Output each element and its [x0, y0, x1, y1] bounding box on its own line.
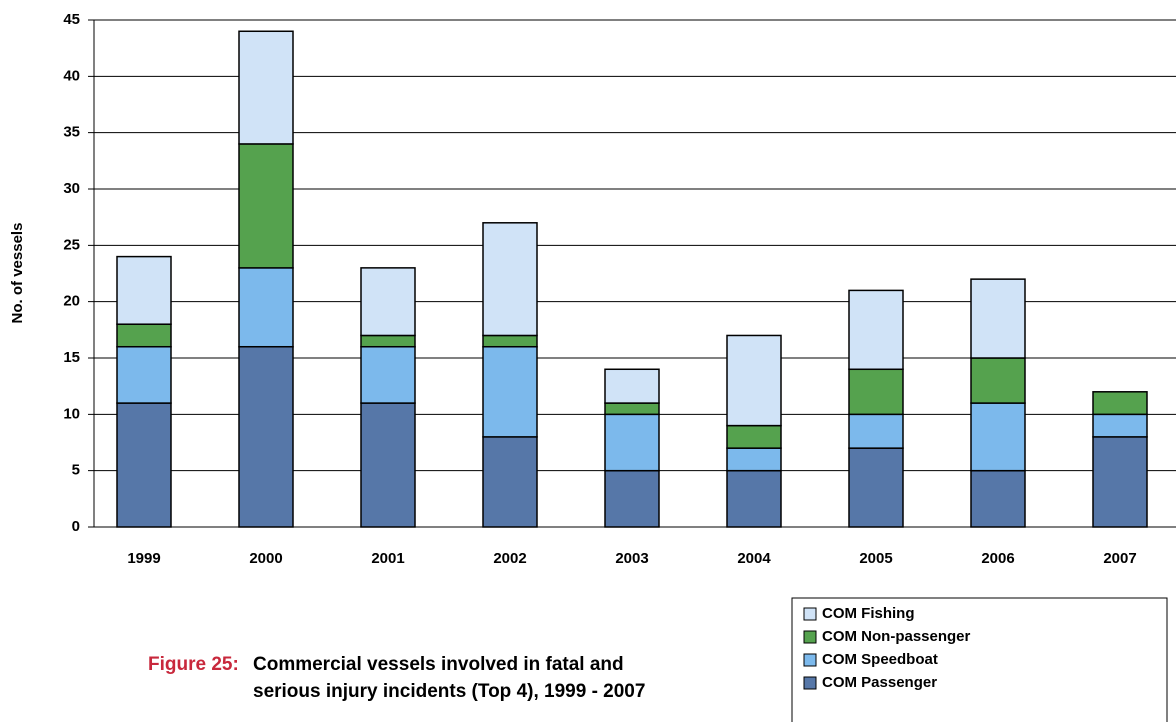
- bar-segment: [116, 323, 172, 348]
- y-tick-label: 25: [63, 236, 80, 253]
- legend-swatch: [803, 653, 817, 667]
- x-tick-label: 2003: [615, 550, 648, 567]
- y-tick-label: 0: [72, 518, 80, 535]
- x-tick-label: 2000: [249, 550, 282, 567]
- bar-segment: [970, 402, 1026, 472]
- bar-segment: [970, 357, 1026, 404]
- x-tick-label: 2007: [1103, 550, 1136, 567]
- bar-segment: [238, 345, 294, 528]
- bar-segment: [360, 402, 416, 528]
- bar-segment: [848, 289, 904, 371]
- bar-segment: [360, 334, 416, 348]
- bar-segment: [482, 345, 538, 438]
- bar-segment: [726, 469, 782, 528]
- bar-segment: [1092, 436, 1148, 528]
- caption-line: serious injury incidents (Top 4), 1999 -…: [253, 681, 645, 702]
- x-tick-label: 2004: [737, 550, 771, 567]
- y-axis-label: No. of vessels: [9, 223, 26, 324]
- bar-segment: [360, 345, 416, 404]
- legend-label: COM Speedboat: [822, 651, 938, 668]
- bar-segment: [1092, 413, 1148, 438]
- bar-segment: [604, 469, 660, 528]
- x-tick-label: 2002: [493, 550, 526, 567]
- legend-swatch: [803, 607, 817, 621]
- bar-segment: [604, 402, 660, 416]
- bar-segment: [238, 30, 294, 145]
- y-tick-label: 35: [63, 124, 80, 141]
- bar-segment: [726, 424, 782, 449]
- bar-segment: [970, 278, 1026, 359]
- bar-segment: [604, 413, 660, 472]
- legend-swatch: [803, 676, 817, 690]
- bar-segment: [482, 222, 538, 337]
- bar-segment: [360, 267, 416, 337]
- legend-label: COM Non-passenger: [822, 628, 971, 645]
- y-tick-label: 30: [63, 180, 80, 197]
- bar-segment: [970, 469, 1026, 528]
- y-tick-label: 20: [63, 293, 80, 310]
- legend-box: [791, 597, 1168, 727]
- bar-segment: [726, 334, 782, 427]
- legend-label: COM Fishing: [822, 605, 915, 622]
- x-tick-label: 1999: [127, 550, 160, 567]
- caption-line: Commercial vessels involved in fatal and: [253, 654, 624, 675]
- y-tick-label: 15: [63, 349, 80, 366]
- x-tick-label: 2001: [371, 550, 404, 567]
- y-tick-label: 10: [63, 405, 80, 422]
- bar-segment: [482, 436, 538, 528]
- bar-segment: [604, 368, 660, 404]
- bar-segment: [848, 368, 904, 416]
- bar-segment: [726, 447, 782, 472]
- bar-segment: [1092, 391, 1148, 416]
- x-tick-label: 2005: [859, 550, 892, 567]
- bar-segment: [848, 447, 904, 528]
- bar-segment: [116, 402, 172, 528]
- bar-segment: [238, 267, 294, 348]
- bar-segment: [116, 345, 172, 404]
- bar-segment: [238, 143, 294, 269]
- bar-segment: [482, 334, 538, 348]
- bar-segment: [116, 255, 172, 325]
- x-tick-label: 2006: [981, 550, 1014, 567]
- legend-label: COM Passenger: [822, 674, 937, 691]
- legend-swatch: [803, 630, 817, 644]
- y-tick-label: 40: [63, 67, 80, 84]
- bar-segment: [848, 413, 904, 449]
- caption-label: Figure 25:: [148, 654, 239, 675]
- y-tick-label: 45: [63, 11, 80, 28]
- y-tick-label: 5: [72, 462, 80, 479]
